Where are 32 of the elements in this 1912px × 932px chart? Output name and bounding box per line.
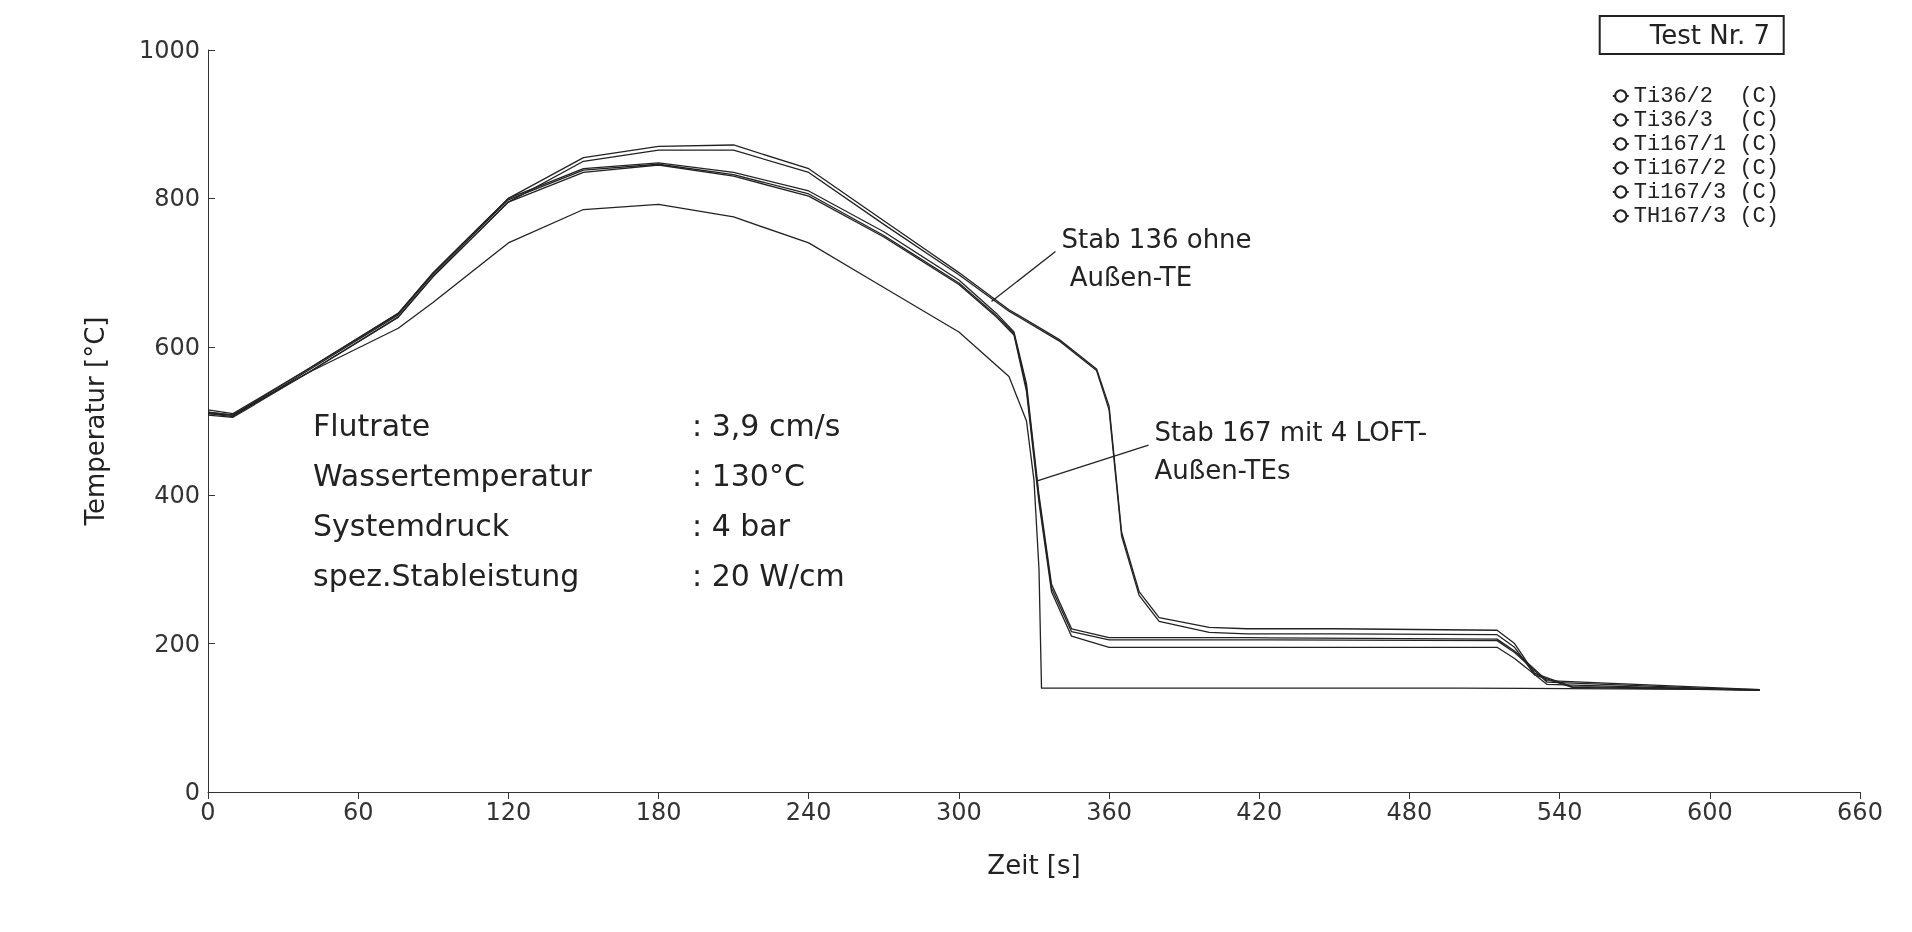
x-tick-label: 240: [785, 798, 832, 826]
annotation: Stab 136 ohne Außen-TE: [1061, 223, 1252, 292]
x-tick-label: 660: [1837, 798, 1883, 826]
y-tick-label: 200: [154, 629, 200, 658]
x-tick-label: 300: [936, 798, 982, 826]
x-tick-label: 120: [485, 798, 532, 826]
chart-title: Test Nr. 7: [1648, 20, 1771, 50]
legend-label: Ti167/2 (C): [1633, 155, 1780, 181]
x-tick-label: 480: [1386, 798, 1433, 826]
legend-label: Ti36/3 (C): [1633, 107, 1780, 133]
y-axis-title: Temperatur [°C]: [80, 316, 110, 527]
legend-label: TH167/3 (C): [1633, 203, 1780, 229]
annotation: Stab 167 mit 4 LOFT- Außen-TEs: [1154, 417, 1428, 486]
x-tick-label: 180: [635, 798, 682, 826]
x-tick-label: 360: [1086, 798, 1132, 826]
x-tick-label: 540: [1536, 798, 1583, 826]
legend-label: Ti167/3 (C): [1633, 179, 1780, 205]
x-tick-label: 60: [342, 798, 374, 826]
legend-label: Ti36/2 (C): [1633, 83, 1780, 109]
text: spez.Stableistung : 20 W/cm: [313, 557, 845, 593]
text: Wassertemperatur : 130°C: [313, 457, 805, 493]
y-tick-label: 1000: [138, 36, 200, 64]
y-tick-label: 600: [154, 332, 200, 361]
legend-label: Ti167/1 (C): [1633, 131, 1780, 157]
x-tick-label: 600: [1686, 798, 1733, 826]
text: Systemdruck : 4 bar: [313, 507, 791, 543]
x-tick-label: 420: [1236, 798, 1283, 826]
y-tick-label: 0: [184, 778, 200, 806]
x-axis-title: Zeit [s]: [987, 850, 1081, 880]
y-tick-label: 400: [154, 481, 200, 510]
text: Flutrate : 3,9 cm/s: [313, 407, 841, 443]
y-tick-label: 800: [154, 184, 200, 213]
